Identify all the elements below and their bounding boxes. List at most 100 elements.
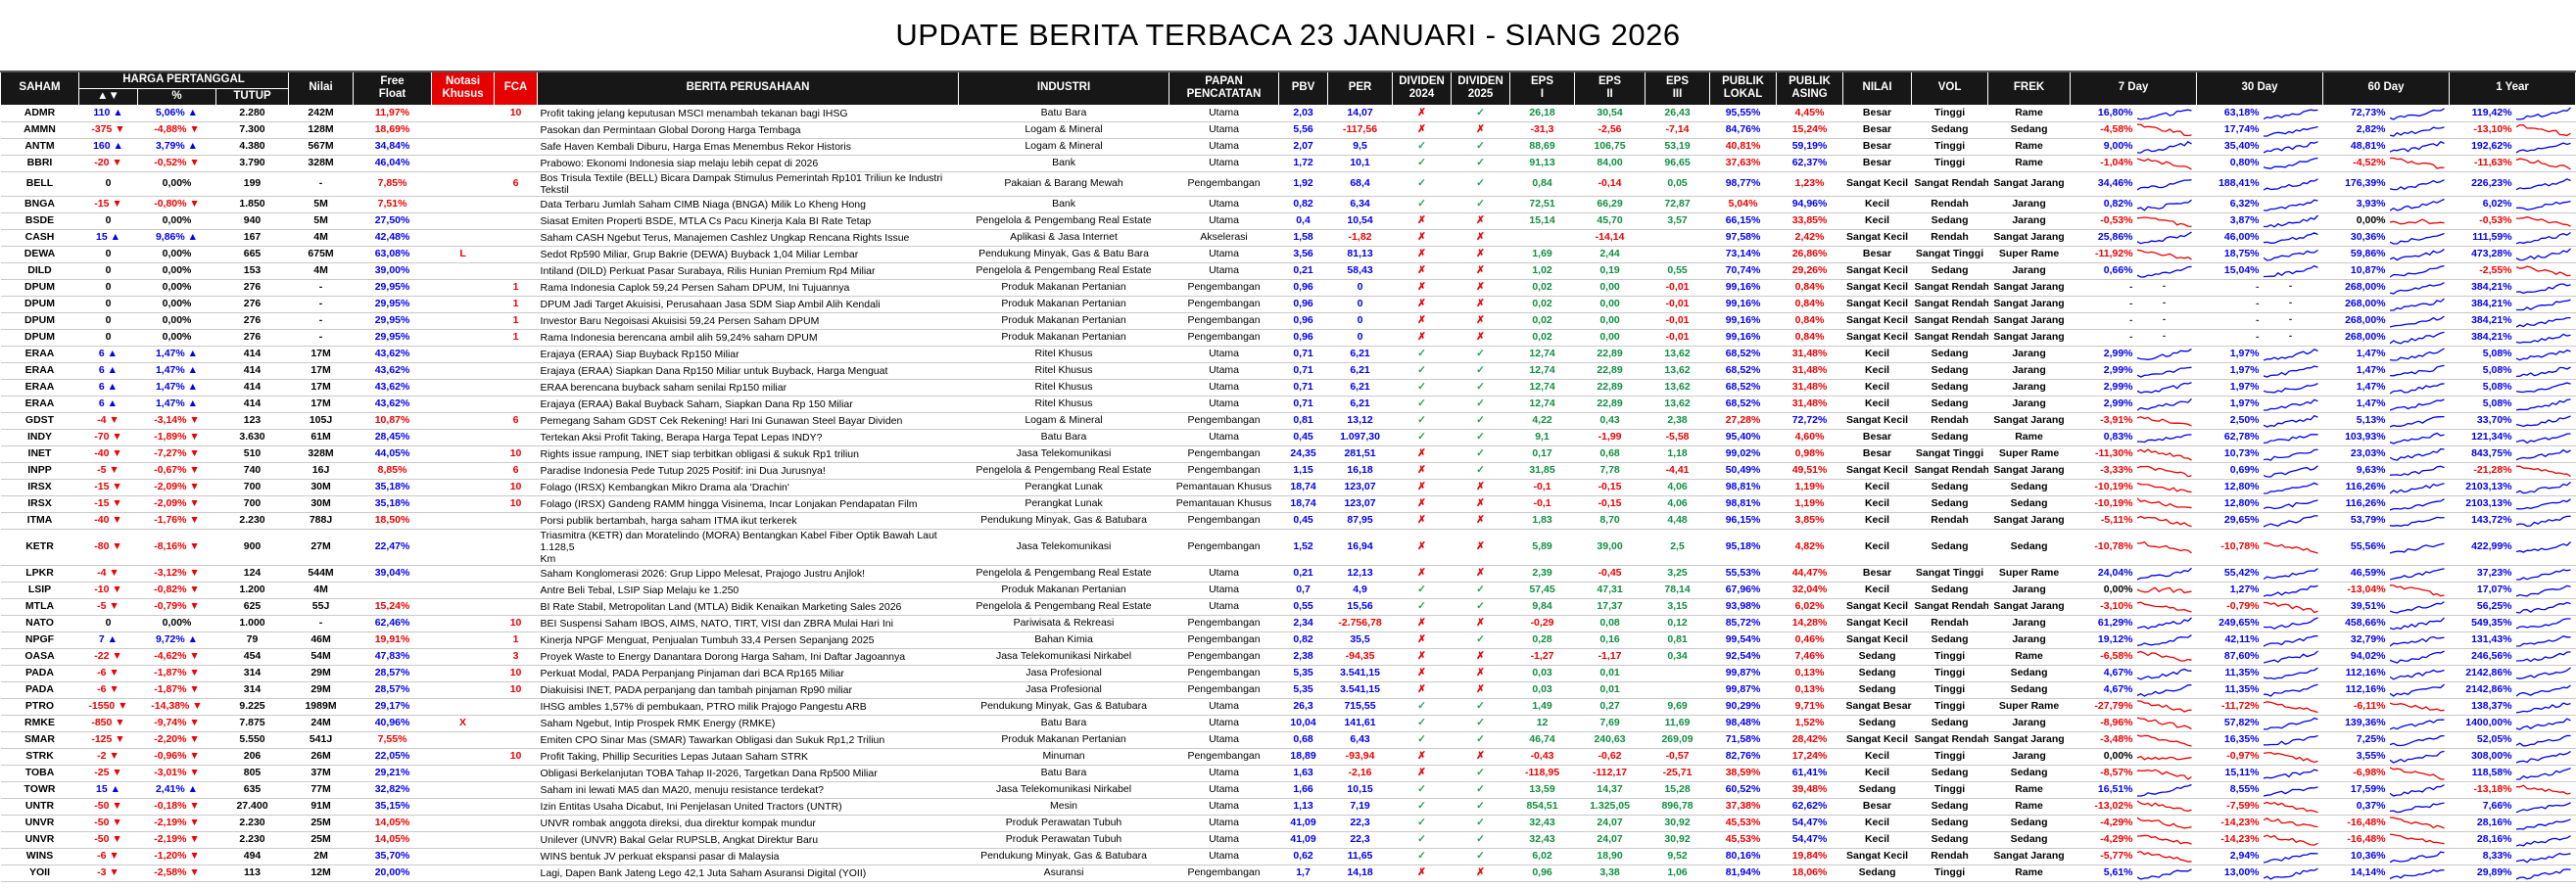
- news-headline-cell[interactable]: Rama Indonesia berencana ambil alih 59,2…: [537, 329, 959, 347]
- ticker-cell[interactable]: UNVR: [0, 815, 79, 832]
- ticker-cell[interactable]: BELL: [0, 171, 79, 197]
- news-headline-cell[interactable]: Data Terbaru Jumlah Saham CIMB Niaga (BN…: [537, 196, 959, 213]
- news-headline-cell[interactable]: Rights issue rampung, INET siap terbitka…: [537, 445, 959, 463]
- news-headline-cell[interactable]: Saham CASH Ngebut Terus, Manajemen Cashl…: [537, 229, 959, 247]
- ticker-cell[interactable]: GDST: [0, 412, 79, 430]
- ticker-cell[interactable]: INET: [0, 445, 79, 463]
- ticker-cell[interactable]: CASH: [0, 229, 79, 247]
- ticker-cell[interactable]: INPP: [0, 462, 79, 480]
- news-headline-cell[interactable]: Lagi, Dapen Bank Jateng Lego 42,1 Juta S…: [537, 865, 959, 882]
- news-headline-cell[interactable]: Folago (IRSX) Gandeng RAMM hingga Visine…: [537, 495, 959, 513]
- ticker-cell[interactable]: BNGA: [0, 196, 79, 213]
- news-headline-cell[interactable]: Investor Baru Negoisasi Akuisisi 59,24 P…: [537, 312, 959, 330]
- ticker-cell[interactable]: STRK: [0, 748, 79, 766]
- news-headline-cell[interactable]: Perkuat Modal, PADA Perpanjang Pinjaman …: [537, 665, 959, 682]
- news-headline-cell[interactable]: Diakuisisi INET, PADA perpanjang dan tam…: [537, 681, 959, 699]
- ticker-cell[interactable]: UNTR: [0, 798, 79, 816]
- news-headline-cell[interactable]: Saham Konglomerasi 2026: Grup Lippo Mele…: [537, 565, 959, 583]
- ticker-cell[interactable]: IRSX: [0, 479, 79, 496]
- news-headline-cell[interactable]: UNVR rombak anggota direksi, dua direktu…: [537, 815, 959, 832]
- per-cell: 11,65: [1327, 848, 1393, 865]
- trend-sparkline-icon: [2136, 817, 2192, 829]
- ticker-cell[interactable]: NPGF: [0, 631, 79, 649]
- news-headline-cell[interactable]: Bos Trisula Textile (BELL) Bicara Dampak…: [537, 171, 959, 197]
- ticker-cell[interactable]: TOBA: [0, 765, 79, 782]
- news-headline-cell[interactable]: IHSG ambles 1,57% di pembukaan, PTRO mil…: [537, 698, 959, 716]
- ticker-cell[interactable]: DEWA: [0, 246, 79, 263]
- ticker-cell[interactable]: UNVR: [0, 831, 79, 849]
- news-headline-cell[interactable]: Triasmitra (KETR) dan Moratelindo (MORA)…: [537, 529, 959, 566]
- ticker-cell[interactable]: LSIP: [0, 582, 79, 599]
- per-cell: -117,56: [1327, 121, 1393, 139]
- ticker-cell[interactable]: TOWR: [0, 781, 79, 799]
- news-headline-cell[interactable]: Rama Indonesia Caplok 59,24 Persen Saham…: [537, 279, 959, 297]
- news-headline-cell[interactable]: Antre Beli Tebal, LSIP Siap Melaju ke 1.…: [537, 582, 959, 599]
- ticker-cell[interactable]: RMKE: [0, 715, 79, 732]
- news-headline-cell[interactable]: Erajaya (ERAA) Siap Buyback Rp150 Miliar: [537, 346, 959, 363]
- news-headline-cell[interactable]: Safe Haven Kembali Diburu, Harga Emas Me…: [537, 138, 959, 156]
- news-headline-cell[interactable]: Tertekan Aksi Profit Taking, Berapa Harg…: [537, 429, 959, 446]
- news-headline-cell[interactable]: Unilever (UNVR) Bakal Gelar RUPSLB, Angk…: [537, 831, 959, 849]
- ticker-cell[interactable]: ITMA: [0, 512, 79, 530]
- news-headline-cell[interactable]: Proyek Waste to Energy Danantara Dorong …: [537, 648, 959, 666]
- ticker-cell[interactable]: PADA: [0, 681, 79, 699]
- news-headline-cell[interactable]: Izin Entitas Usaha Dicabut, Ini Penjelas…: [537, 798, 959, 816]
- ticker-cell[interactable]: BBRI: [0, 155, 79, 172]
- news-headline-cell[interactable]: Emiten CPO Sinar Mas (SMAR) Tawarkan Obl…: [537, 731, 959, 749]
- news-headline-cell[interactable]: BEI Suspensi Saham IBOS, AIMS, NATO, TIR…: [537, 615, 959, 632]
- news-headline-cell[interactable]: Profit taking jelang keputusan MSCI mena…: [537, 105, 959, 122]
- ticker-cell[interactable]: LPKR: [0, 565, 79, 583]
- news-headline-cell[interactable]: Obligasi Berkelanjutan TOBA Tahap II-202…: [537, 765, 959, 782]
- news-headline-cell[interactable]: Porsi publik bertambah, harga saham ITMA…: [537, 512, 959, 530]
- ticker-cell[interactable]: PTRO: [0, 698, 79, 716]
- news-headline-cell[interactable]: WINS bentuk JV perkuat ekspansi pasar di…: [537, 848, 959, 865]
- performance-value-with-trend: 192,62%: [2453, 140, 2573, 154]
- ticker-cell[interactable]: YOII: [0, 865, 79, 882]
- news-headline-cell[interactable]: BI Rate Stabil, Metropolitan Land (MTLA)…: [537, 598, 959, 616]
- news-headline-cell[interactable]: Sedot Rp590 Miliar, Grup Bakrie (DEWA) B…: [537, 246, 959, 263]
- news-headline-cell[interactable]: Kinerja NPGF Menguat, Penjualan Tumbuh 3…: [537, 631, 959, 649]
- ticker-cell[interactable]: IRSX: [0, 495, 79, 513]
- ticker-cell[interactable]: AMMN: [0, 121, 79, 139]
- ticker-cell[interactable]: MTLA: [0, 598, 79, 616]
- ticker-cell[interactable]: ERAA: [0, 379, 79, 397]
- ticker-cell[interactable]: DPUM: [0, 329, 79, 347]
- news-headline-cell[interactable]: Erajaya (ERAA) Bakal Buyback Saham, Siap…: [537, 396, 959, 413]
- ticker-cell[interactable]: ADMR: [0, 105, 79, 122]
- ticker-cell[interactable]: BSDE: [0, 212, 79, 230]
- ticker-cell[interactable]: INDY: [0, 429, 79, 446]
- news-headline-cell[interactable]: Prabowo: Ekonomi Indonesia siap melaju l…: [537, 155, 959, 172]
- fca-cell: [494, 212, 538, 230]
- news-headline-cell[interactable]: Intiland (DILD) Perkuat Pasar Surabaya, …: [537, 262, 959, 280]
- ticker-cell[interactable]: ANTM: [0, 138, 79, 156]
- ticker-cell[interactable]: PADA: [0, 665, 79, 682]
- news-headline-cell[interactable]: Erajaya (ERAA) Siapkan Dana Rp150 Miliar…: [537, 362, 959, 380]
- ticker-cell[interactable]: NATO: [0, 615, 79, 632]
- news-headline-cell[interactable]: DPUM Jadi Target Akuisisi, Perusahaan Ja…: [537, 296, 959, 313]
- ticker-cell[interactable]: DPUM: [0, 279, 79, 297]
- news-headline-cell[interactable]: Folago (IRSX) Kembangkan Mikro Drama ala…: [537, 479, 959, 496]
- ticker-cell[interactable]: OASA: [0, 648, 79, 666]
- ticker-cell[interactable]: DILD: [0, 262, 79, 280]
- news-headline-cell[interactable]: Saham ini lewati MA5 dan MA20, menuju re…: [537, 781, 959, 799]
- news-headline-cell[interactable]: ERAA berencana buyback saham senilai Rp1…: [537, 379, 959, 397]
- news-headline-cell[interactable]: Saham Ngebut, Intip Prospek RMK Energy (…: [537, 715, 959, 732]
- price-change-cell: 6 ▲: [78, 346, 138, 363]
- ticker-cell[interactable]: SMAR: [0, 731, 79, 749]
- news-headline-cell[interactable]: Siasat Emiten Properti BSDE, MTLA Cs Pac…: [537, 212, 959, 230]
- news-headline-cell[interactable]: Paradise Indonesia Pede Tutup 2025 Posit…: [537, 462, 959, 480]
- ticker-cell[interactable]: ERAA: [0, 346, 79, 363]
- ticker-cell[interactable]: ERAA: [0, 362, 79, 380]
- perf-60day-cell: 14,14%: [2322, 865, 2450, 882]
- special-notation-cell: [431, 262, 495, 280]
- ticker-cell[interactable]: DPUM: [0, 296, 79, 313]
- news-headline-cell[interactable]: Profit Taking, Phillip Securities Lepas …: [537, 748, 959, 766]
- performance-value-with-trend: 5,08%: [2453, 348, 2573, 361]
- ticker-cell[interactable]: DPUM: [0, 312, 79, 330]
- ticker-cell[interactable]: ERAA: [0, 396, 79, 413]
- dividend-2024-cell: ✓: [1392, 412, 1452, 430]
- news-headline-cell[interactable]: Pasokan dan Permintaan Global Dorong Har…: [537, 121, 959, 139]
- news-headline-cell[interactable]: Pemegang Saham GDST Cek Rekening! Hari I…: [537, 412, 959, 430]
- ticker-cell[interactable]: WINS: [0, 848, 79, 865]
- ticker-cell[interactable]: KETR: [0, 529, 79, 566]
